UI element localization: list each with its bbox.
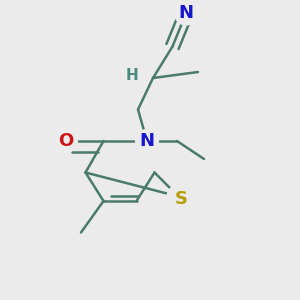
Circle shape xyxy=(175,2,197,25)
Text: N: N xyxy=(140,132,154,150)
Text: H: H xyxy=(126,68,138,82)
Text: O: O xyxy=(58,132,74,150)
Circle shape xyxy=(55,130,77,152)
Circle shape xyxy=(124,67,140,83)
Circle shape xyxy=(136,130,158,152)
Circle shape xyxy=(167,185,190,208)
Text: S: S xyxy=(175,190,188,208)
Text: N: N xyxy=(178,4,194,22)
